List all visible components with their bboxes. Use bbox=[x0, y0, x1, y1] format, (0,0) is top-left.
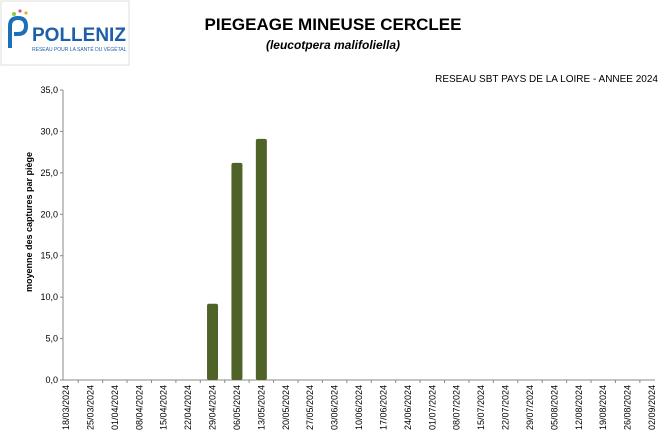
y-tick-label: 15,0 bbox=[40, 251, 58, 261]
y-tick-label: 10,0 bbox=[40, 292, 58, 302]
x-tick-label: 08/04/2024 bbox=[134, 385, 144, 430]
y-tick-label: 25,0 bbox=[40, 168, 58, 178]
x-tick-label: 15/07/2024 bbox=[476, 385, 486, 430]
x-tick-label: 29/04/2024 bbox=[208, 385, 218, 430]
logo-name: POLLENIZ bbox=[32, 25, 126, 46]
x-tick-label: 26/08/2024 bbox=[623, 385, 633, 430]
x-tick-label: 18/03/2024 bbox=[61, 385, 71, 430]
y-axis-label: moyenne des captures par piège bbox=[24, 152, 34, 292]
x-tick-label: 10/06/2024 bbox=[354, 385, 364, 430]
logo-dot bbox=[24, 11, 28, 15]
y-tick-label: 30,0 bbox=[40, 126, 58, 136]
x-tick-label: 22/04/2024 bbox=[183, 385, 193, 430]
x-tick-label: 05/08/2024 bbox=[549, 385, 559, 430]
bar bbox=[207, 303, 219, 380]
x-tick-label: 01/04/2024 bbox=[110, 385, 120, 430]
y-tick-label: 20,0 bbox=[40, 209, 58, 219]
x-tick-label: 20/05/2024 bbox=[281, 385, 291, 430]
bar bbox=[255, 138, 267, 380]
x-tick-label: 13/05/2024 bbox=[256, 385, 266, 430]
logo-tagline: RESEAU POUR LA SANTÉ DU VÉGÉTAL bbox=[32, 46, 127, 53]
y-tick-label: 0,0 bbox=[45, 375, 58, 385]
x-tick-label: 17/06/2024 bbox=[378, 385, 388, 430]
logo-dot bbox=[18, 9, 22, 13]
x-tick-label: 27/05/2024 bbox=[305, 385, 315, 430]
x-tick-label: 06/05/2024 bbox=[232, 385, 242, 430]
bar bbox=[231, 162, 243, 380]
x-tick-label: 02/09/2024 bbox=[647, 385, 657, 430]
x-tick-label: 08/07/2024 bbox=[452, 385, 462, 430]
y-tick-label: 5,0 bbox=[45, 334, 58, 344]
x-tick-label: 25/03/2024 bbox=[85, 385, 95, 430]
logo-dot bbox=[12, 12, 16, 16]
chart-title: PIEGEAGE MINEUSE CERCLEE bbox=[205, 15, 462, 34]
x-tick-label: 24/06/2024 bbox=[403, 385, 413, 430]
chart-subtitle: (leucotpera malifoliella) bbox=[266, 38, 400, 52]
x-tick-label: 12/08/2024 bbox=[574, 385, 584, 430]
logo-mark bbox=[8, 15, 29, 48]
annotation: RESEAU SBT PAYS DE LA LOIRE - ANNEE 2024 bbox=[435, 74, 658, 85]
x-tick-label: 19/08/2024 bbox=[598, 385, 608, 430]
x-tick-label: 22/07/2024 bbox=[501, 385, 511, 430]
x-tick-label: 03/06/2024 bbox=[330, 385, 340, 430]
x-tick-label: 15/04/2024 bbox=[159, 385, 169, 430]
x-tick-label: 29/07/2024 bbox=[525, 385, 535, 430]
x-tick-label: 01/07/2024 bbox=[427, 385, 437, 430]
logo: POLLENIZ RESEAU POUR LA SANTÉ DU VÉGÉTAL bbox=[0, 0, 130, 66]
y-tick-label: 35,0 bbox=[40, 85, 58, 95]
